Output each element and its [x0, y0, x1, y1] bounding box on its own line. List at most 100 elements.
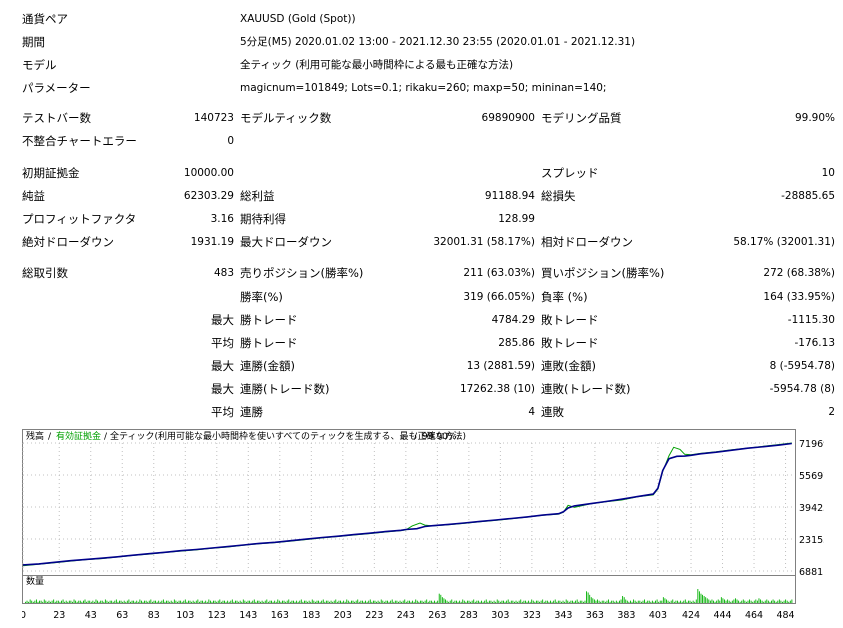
volume-bar	[363, 601, 365, 603]
volume-bar	[503, 600, 504, 603]
total-value: 483	[213, 267, 234, 279]
volume-bar	[675, 600, 677, 603]
volume-bar	[255, 601, 257, 603]
spread-value: 10	[821, 167, 835, 179]
x-tick-label: 223	[365, 610, 383, 621]
volume-bar	[593, 599, 595, 603]
volume-bar	[581, 600, 583, 603]
volume-bar	[543, 601, 545, 603]
largest-win-value: 4784.29	[491, 314, 535, 326]
volume-bar	[159, 601, 161, 603]
volume-bar	[664, 598, 666, 603]
volume-bar	[647, 600, 649, 603]
volume-bar	[318, 600, 319, 603]
volume-bar	[670, 600, 672, 603]
volume-bar	[48, 600, 50, 603]
volume-bar	[706, 598, 708, 603]
volume-bar	[65, 600, 67, 603]
volume-bar	[753, 600, 755, 603]
volume-bar	[354, 601, 356, 603]
volume-bar	[114, 600, 116, 603]
volume-bar	[249, 600, 251, 603]
volume-bar	[429, 600, 431, 603]
volume-bar	[750, 600, 752, 603]
volume-bar	[195, 600, 197, 603]
cons-loss-cnt-label: 連敗(トレード数)	[541, 382, 631, 396]
volume-bar	[766, 599, 768, 603]
volume-bar	[780, 600, 782, 603]
volume-bar	[352, 600, 354, 603]
volume-bar	[714, 601, 716, 603]
volume-bar	[551, 601, 553, 603]
volume-bar	[72, 601, 73, 603]
volume-bar	[636, 601, 638, 603]
volume-bar	[156, 601, 158, 603]
volume-bar	[694, 601, 696, 603]
volume-label: 数量	[26, 575, 44, 587]
volume-bar	[366, 601, 368, 603]
volume-bar	[546, 600, 548, 603]
volume-bar	[39, 600, 41, 603]
volume-bar	[689, 600, 691, 603]
volume-bar	[81, 601, 83, 603]
volume-bar	[755, 599, 757, 603]
period-label: 期間	[22, 35, 45, 49]
volume-bar	[43, 599, 45, 603]
volume-bar	[371, 601, 373, 603]
volume-bar	[253, 599, 255, 603]
volume-bar	[534, 601, 536, 603]
volume-bar	[194, 601, 196, 603]
volume-bar	[667, 600, 669, 603]
volume-bar	[333, 600, 335, 603]
volume-bar	[789, 600, 791, 603]
ticks-value: 69890900	[481, 112, 535, 124]
volume-plot-area	[22, 575, 796, 604]
qualifier-avg: 平均	[211, 405, 234, 419]
volume-bar	[192, 600, 194, 603]
volume-bar	[725, 600, 727, 603]
legend-sep-2: /	[104, 432, 108, 442]
volume-bar	[25, 601, 26, 603]
volume-bar	[601, 600, 603, 603]
total-label: 総取引数	[22, 266, 68, 280]
volume-bar	[460, 601, 462, 603]
volume-bar	[184, 599, 186, 603]
volume-bar	[211, 601, 213, 603]
x-tick-label: 83	[148, 610, 160, 621]
volume-bar	[358, 601, 360, 603]
max-dd-label: 最大ドローダウン	[240, 235, 332, 249]
volume-bar	[443, 598, 445, 603]
volume-bar	[380, 599, 382, 603]
volume-bar	[777, 600, 779, 603]
volume-bar	[695, 599, 697, 603]
volume-bar	[680, 600, 682, 603]
volume-bar	[387, 600, 388, 603]
volume-bar	[761, 600, 763, 603]
volume-bar	[481, 600, 482, 603]
x-tick-label: 303	[491, 610, 509, 621]
volume-bar	[355, 600, 357, 603]
net-value: 62303.29	[183, 190, 234, 202]
volume-bar	[788, 601, 790, 603]
volume-bar	[145, 600, 147, 603]
y-tick-label: 6881	[799, 567, 823, 578]
x-tick-label: 183	[302, 610, 320, 621]
volume-bar	[150, 599, 152, 603]
volume-bar	[720, 597, 722, 603]
volume-bar	[213, 600, 214, 603]
volume-bar	[120, 600, 122, 603]
bars-label: テストバー数	[22, 111, 91, 125]
qualifier-max: 最大	[211, 313, 234, 327]
volume-bar	[158, 600, 160, 603]
volume-bar	[256, 600, 258, 603]
volume-bar	[459, 600, 461, 603]
volume-bar	[267, 601, 269, 603]
volume-bar	[225, 601, 227, 603]
volume-bar	[678, 601, 680, 603]
abs-dd-label: 絶対ドローダウン	[22, 235, 114, 249]
avg-loss-value: -176.13	[794, 337, 835, 349]
volume-bar	[418, 601, 420, 603]
volume-bar	[575, 600, 577, 603]
volume-bar	[56, 600, 58, 603]
volume-bar	[468, 600, 470, 603]
